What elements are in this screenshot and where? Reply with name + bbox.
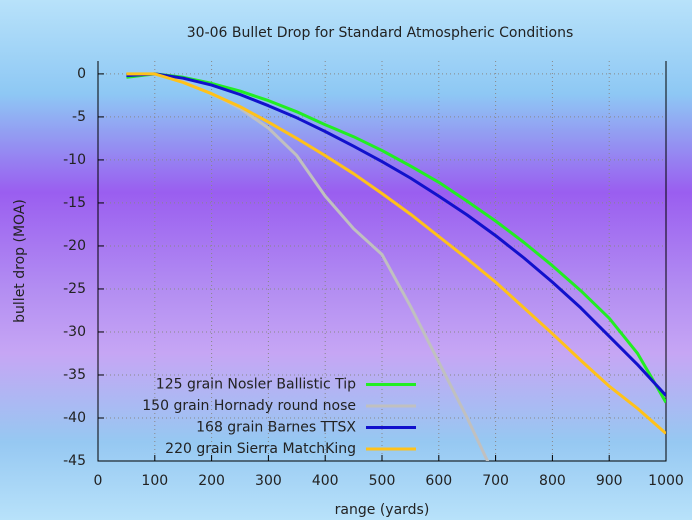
data-line xyxy=(126,72,666,404)
x-tick-label: 800 xyxy=(539,473,566,489)
series-group xyxy=(126,72,666,461)
y-tick-label: -5 xyxy=(72,109,86,125)
y-tick-label: -20 xyxy=(63,238,86,254)
legend-label: 220 grain Sierra MatchKing xyxy=(165,441,356,457)
legend-label: 168 grain Barnes TTSX xyxy=(196,420,356,436)
legend-label: 125 grain Nosler Ballistic Tip xyxy=(156,377,356,393)
y-tick-label: -25 xyxy=(63,281,86,297)
x-tick-label: 300 xyxy=(255,473,282,489)
axis-frame xyxy=(97,61,667,462)
y-tick-label: -35 xyxy=(63,367,86,383)
y-tick-label: 0 xyxy=(77,66,86,82)
x-axis-label: range (yards) xyxy=(335,502,430,518)
x-tick-label: 200 xyxy=(198,473,225,489)
legend-label: 150 grain Hornady round nose xyxy=(142,398,356,414)
chart-title: 30-06 Bullet Drop for Standard Atmospher… xyxy=(187,25,574,41)
x-tick-label: 1000 xyxy=(648,473,684,489)
x-tick-label: 700 xyxy=(482,473,509,489)
y-tick-label: -30 xyxy=(63,324,86,340)
y-tick-label: -15 xyxy=(63,195,86,211)
data-line xyxy=(126,72,666,397)
x-tick-label: 500 xyxy=(369,473,396,489)
x-tick-label: 600 xyxy=(425,473,452,489)
x-tick-label: 0 xyxy=(94,473,103,489)
y-tick-label: -40 xyxy=(63,410,86,426)
data-line xyxy=(126,72,666,435)
y-tick-label: -10 xyxy=(63,152,86,168)
y-tick-label: -45 xyxy=(63,453,86,469)
y-axis-label: bullet drop (MOA) xyxy=(12,199,28,323)
x-tick-label: 100 xyxy=(141,473,168,489)
x-tick-label: 400 xyxy=(312,473,339,489)
x-tick-label: 900 xyxy=(596,473,623,489)
